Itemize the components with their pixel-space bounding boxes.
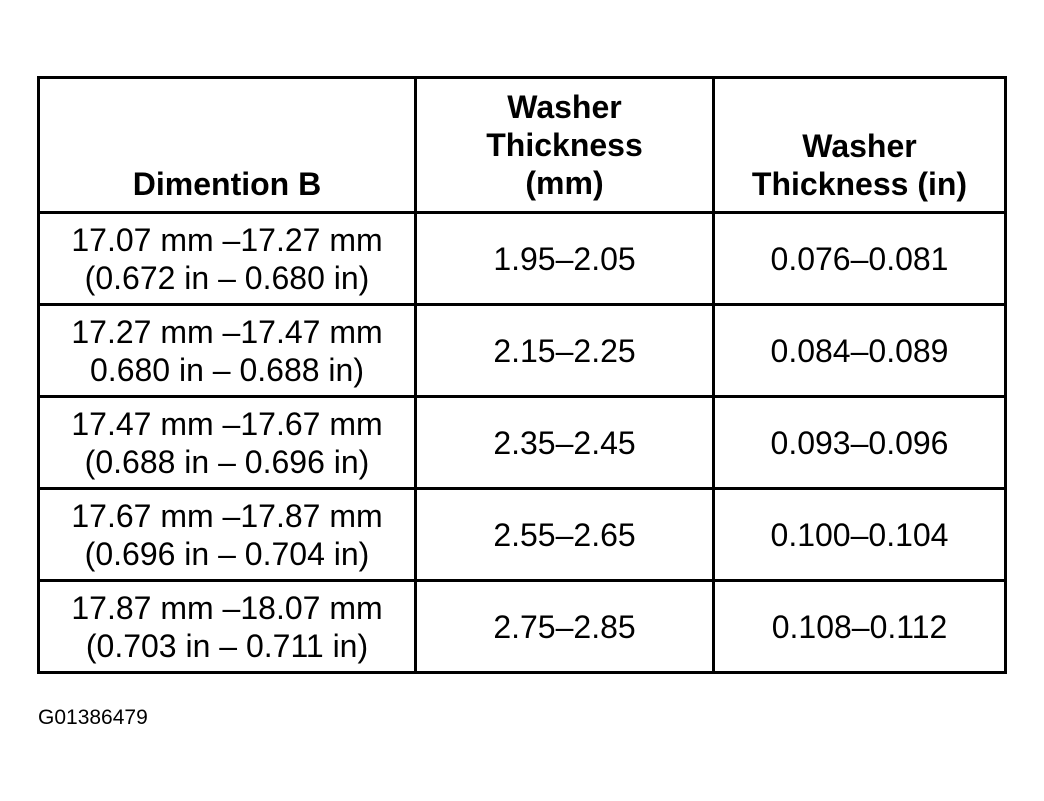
figure-id: G01386479 <box>38 706 148 729</box>
table-row: 17.07 mm –17.27 mm (0.672 in – 0.680 in) 1… <box>37 211 1007 306</box>
cell-text: 2.35–2.45 <box>493 424 636 461</box>
cell-text: 2.55–2.65 <box>493 516 636 553</box>
table-cell: 17.07 mm –17.27 mm (0.672 in – 0.680 in) <box>37 211 417 306</box>
table-cell: 2.15–2.25 <box>414 303 715 398</box>
table-cell: 1.95–2.05 <box>414 211 715 306</box>
table-row: 17.87 mm –18.07 mm (0.703 in – 0.711 in) 2… <box>37 579 1007 674</box>
cell-text: 0.108–0.112 <box>771 608 948 645</box>
cell-text: 2.75–2.85 <box>493 608 636 645</box>
cell-text: (0.703 in – 0.711 in) <box>85 627 369 664</box>
cell-text: (0.688 in – 0.696 in) <box>84 443 370 480</box>
table-cell: 0.108–0.112 <box>712 579 1007 674</box>
cell-text: Dimention B <box>132 166 322 202</box>
table-cell: 17.67 mm –17.87 mm (0.696 in – 0.704 in) <box>37 487 417 582</box>
table-cell: 0.084–0.089 <box>712 303 1007 398</box>
table-cell: 0.100–0.104 <box>712 487 1007 582</box>
table-cell: 17.47 mm –17.67 mm (0.688 in – 0.696 in) <box>37 395 417 490</box>
cell-text: Thickness <box>486 127 643 163</box>
table-row: 17.27 mm –17.47 mm 0.680 in – 0.688 in) 2.… <box>37 303 1007 398</box>
cell-text: 17.07 mm –17.27 mm <box>71 221 383 258</box>
cell-text: 0.100–0.104 <box>770 516 949 553</box>
cell-text: 0.084–0.089 <box>770 332 949 369</box>
table-cell: 0.093–0.096 <box>712 395 1007 490</box>
cell-text: 2.15–2.25 <box>493 332 636 369</box>
cell-text: (mm) <box>525 165 604 201</box>
cell-text: 0.093–0.096 <box>770 424 949 461</box>
table-cell: 2.55–2.65 <box>414 487 715 582</box>
washer-table: Dimention B Washer Thickness (mm) Washer Thic… <box>37 76 1007 674</box>
cell-text: 17.67 mm –17.87 mm <box>71 497 383 534</box>
header-cell: Washer Thickness (mm) <box>414 76 715 214</box>
table-cell: 2.75–2.85 <box>414 579 715 674</box>
header-cell: Washer Thickness (in) <box>712 76 1007 214</box>
cell-text: Washer <box>802 128 917 164</box>
table-cell: 17.87 mm –18.07 mm (0.703 in – 0.711 in) <box>37 579 417 674</box>
cell-text: (0.696 in – 0.704 in) <box>84 535 370 572</box>
cell-text: Washer <box>507 89 622 125</box>
cell-text: 0.076–0.081 <box>770 240 949 277</box>
cell-text: 0.680 in – 0.688 in) <box>90 351 364 388</box>
header-cell: Dimention B <box>37 76 417 214</box>
table-header: Dimention B Washer Thickness (mm) Washer Thic… <box>37 76 1007 214</box>
cell-text: 17.47 mm –17.67 mm <box>71 405 383 442</box>
header-row: Dimention B Washer Thickness (mm) Washer Thic… <box>37 76 1007 214</box>
table-row: 17.47 mm –17.67 mm (0.688 in – 0.696 in) 2… <box>37 395 1007 490</box>
table-cell: 17.27 mm –17.47 mm 0.680 in – 0.688 in) <box>37 303 417 398</box>
table-row: 17.67 mm –17.87 mm (0.696 in – 0.704 in) 2… <box>37 487 1007 582</box>
cell-text: 1.95–2.05 <box>493 240 636 277</box>
table-body: 17.07 mm –17.27 mm (0.672 in – 0.680 in) 1… <box>37 211 1007 674</box>
cell-text: Thickness (in) <box>751 166 968 202</box>
cell-text: 17.27 mm –17.47 mm <box>71 313 383 350</box>
table-cell: 0.076–0.081 <box>712 211 1007 306</box>
cell-text: 17.87 mm –18.07 mm <box>71 589 383 626</box>
table-cell: 2.35–2.45 <box>414 395 715 490</box>
cell-text: (0.672 in – 0.680 in) <box>84 259 370 296</box>
